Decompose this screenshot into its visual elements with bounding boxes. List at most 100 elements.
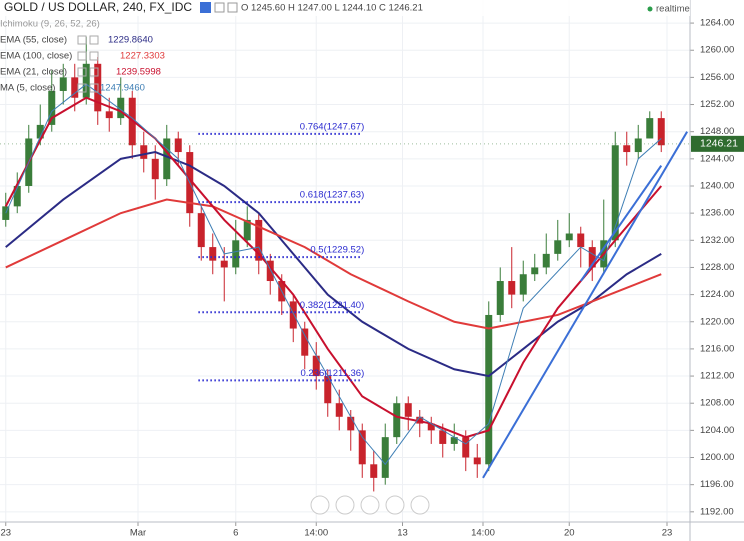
legend-value: 1229.8640 [108,35,153,46]
legend-icon [77,35,87,45]
candle-body [416,416,424,424]
btn-left[interactable] [310,495,330,515]
last-price-box [691,135,744,152]
indicator-line [4,96,663,439]
trendline [482,131,688,479]
fib-label: 0.5(1229.52) [310,245,364,256]
x-tick-label: 20 [564,528,575,539]
fib-label: 0.236(1211.36) [301,368,365,379]
candle-body [289,301,297,329]
legend-label: EMA (55, close) [0,35,67,46]
x-tick-label: 6 [233,528,238,539]
legend: EMA (55, close) 1229.8640 EMA (100, close)… [0,35,165,94]
legend-label: MA (5, close) [0,83,55,94]
legend-icon [89,35,99,45]
candle-body [335,403,343,417]
x-tick-label: 13 [397,528,408,539]
legend-icon [89,51,99,61]
legend-icon [89,83,99,93]
y-tick-label: 1240.00 [700,181,734,192]
btn-right[interactable] [410,495,430,515]
btn-zoom-in[interactable] [385,495,405,515]
candle-body [611,145,619,241]
icon-eye[interactable] [200,2,211,13]
candle-body [542,253,550,268]
y-tick-label: 1232.00 [700,235,734,246]
y-tick-label: 1192.00 [700,506,734,517]
candle-body [450,437,458,444]
y-tick-label: 1208.00 [700,398,734,409]
x-tick-label: Mar [130,528,146,539]
x-tick-label: 23 [662,528,673,539]
indicator-line [5,151,662,378]
y-tick-label: 1252.00 [700,99,734,110]
indicator-line [5,83,662,466]
legend-value: 1247.9460 [100,83,145,94]
y-tick-label: 1248.00 [700,126,734,137]
candle-body [59,77,67,91]
candle-body [381,437,389,478]
candle-body [634,138,642,153]
candle-body [485,314,493,465]
candle-body [243,219,251,241]
candle-body [358,430,366,465]
icon-settings[interactable] [214,2,225,13]
x-tick-label: 14:00 [471,528,495,539]
candle-body [82,63,90,98]
candle-body [13,185,21,207]
candle-body [163,138,171,180]
candle-body [174,138,182,153]
fib-label: 0.382(1221.40) [300,300,364,311]
fib-label: 0.764(1247.67) [300,121,364,132]
y-tick-label: 1244.00 [700,153,734,164]
candle-body [554,240,562,254]
fib-label: 0.618(1237.63) [300,190,364,201]
candle-body [393,403,401,438]
ohlc-header: O 1245.60 H 1247.00 L 1244.10 C 1246.21 [241,3,423,14]
candle-body [565,233,573,241]
legend-extra: Ichimoku (9, 26, 52, 26) [0,19,100,30]
candle-body [623,145,631,153]
candle-body [646,118,654,139]
status-dot [647,6,653,12]
candle-body [105,111,113,119]
candle-body [347,416,355,431]
candle-body [588,247,596,268]
candle-body [232,240,240,268]
candle-body [439,430,447,444]
y-tick-label: 1256.00 [700,72,734,83]
legend-label: EMA (21, close) [0,67,67,78]
candle-body [301,328,309,356]
candle-body [531,267,539,275]
candle-body [36,124,44,139]
candle-body [197,213,205,248]
candle-body [508,281,516,295]
candle-body [427,423,435,431]
candle-body [312,355,320,377]
chart-title: GOLD / US DOLLAR, 240, FX_IDC [4,0,192,14]
y-tick-label: 1228.00 [700,262,734,273]
candle-body [266,260,274,282]
trendline [579,165,663,282]
btn-zoom-out[interactable] [335,495,355,515]
candle-body [255,219,263,261]
status: realtime [656,4,690,15]
legend-value: 1227.3303 [120,51,165,62]
last-price-label: 1246.21 [700,138,738,150]
y-tick-label: 1224.00 [700,289,734,300]
icon-close[interactable] [227,2,238,13]
nav-buttons [310,495,430,515]
candle-body [220,260,228,268]
y-tick-label: 1216.00 [700,343,734,354]
legend-value: 1239.5998 [116,67,161,78]
x-tick-label: 23 [0,528,11,539]
y-tick-label: 1204.00 [700,425,734,436]
legend-icon [77,67,87,77]
candle-body [519,274,527,295]
candle-body [370,464,378,478]
candle-body [140,145,148,159]
btn-reset[interactable] [360,495,380,515]
